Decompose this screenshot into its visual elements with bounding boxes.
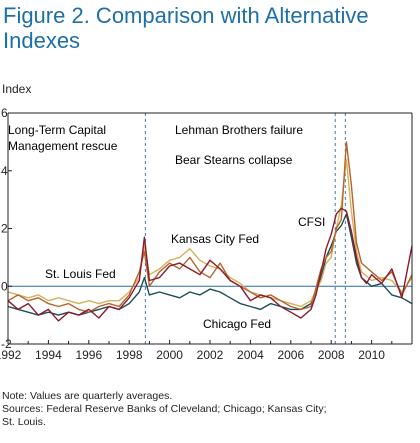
x-tick-label: 1996 <box>75 348 102 362</box>
x-tick-label: 2006 <box>277 348 304 362</box>
series-label-st-louis: St. Louis Fed <box>45 267 116 281</box>
y-tick-label: 0 <box>1 279 8 293</box>
series-label-kansas-city: Kansas City Fed <box>171 232 259 246</box>
series-label-cfsi: CFSI <box>298 215 325 229</box>
note-text: Note: Values are quarterly averages. <box>2 390 173 402</box>
series-line-chicago-fed <box>7 213 413 316</box>
y-tick-label: 4 <box>1 164 8 178</box>
axis-ticks: 1992 1994 1996 1998 2000 2002 2004 2006 2008 2010… <box>0 106 393 362</box>
sources-line-2: St. Louis. <box>2 416 46 428</box>
y-axis-label: Index <box>2 82 32 96</box>
annotation-ltcm-line-2: Management rescue <box>8 139 118 153</box>
x-tick-label: 2008 <box>318 348 345 362</box>
x-tick-label: 2010 <box>358 348 385 362</box>
series-label-chicago: Chicago Fed <box>203 317 271 331</box>
sources-line-1: Sources: Federal Reserve Banks of Clevel… <box>2 403 327 415</box>
x-tick-label: 2004 <box>237 348 264 362</box>
annotation-bear-stearns: Bear Stearns collapse <box>175 153 293 167</box>
series-line-cfsi <box>7 207 413 322</box>
x-tick-label: 2002 <box>197 348 224 362</box>
chart-series <box>7 141 413 322</box>
line-chart: 1992 1994 1996 1998 2000 2002 2004 2006 2008 2010… <box>0 106 413 362</box>
chart-title-line-2: Indexes <box>3 28 81 53</box>
x-tick-label: 1992 <box>0 348 22 362</box>
annotation-ltcm-line-1: Long-Term Capital <box>8 123 106 137</box>
y-tick-label: -2 <box>1 337 12 351</box>
x-tick-label: 2000 <box>156 348 183 362</box>
chart-title-line-1: Figure 2. Comparison with Alternative <box>3 3 369 28</box>
annotation-lehman: Lehman Brothers failure <box>175 123 303 137</box>
y-tick-label: 2 <box>1 222 8 236</box>
y-tick-label: 6 <box>1 106 8 120</box>
x-tick-label: 1994 <box>35 348 62 362</box>
x-tick-label: 1998 <box>116 348 143 362</box>
series-line-kansas-city-fed <box>7 141 413 313</box>
series-line-st-louis-fed <box>7 158 413 308</box>
chart-footnote: Note: Values are quarterly averages. Sou… <box>2 390 416 429</box>
chart-title: Figure 2. Comparison with Alternative In… <box>3 3 417 53</box>
